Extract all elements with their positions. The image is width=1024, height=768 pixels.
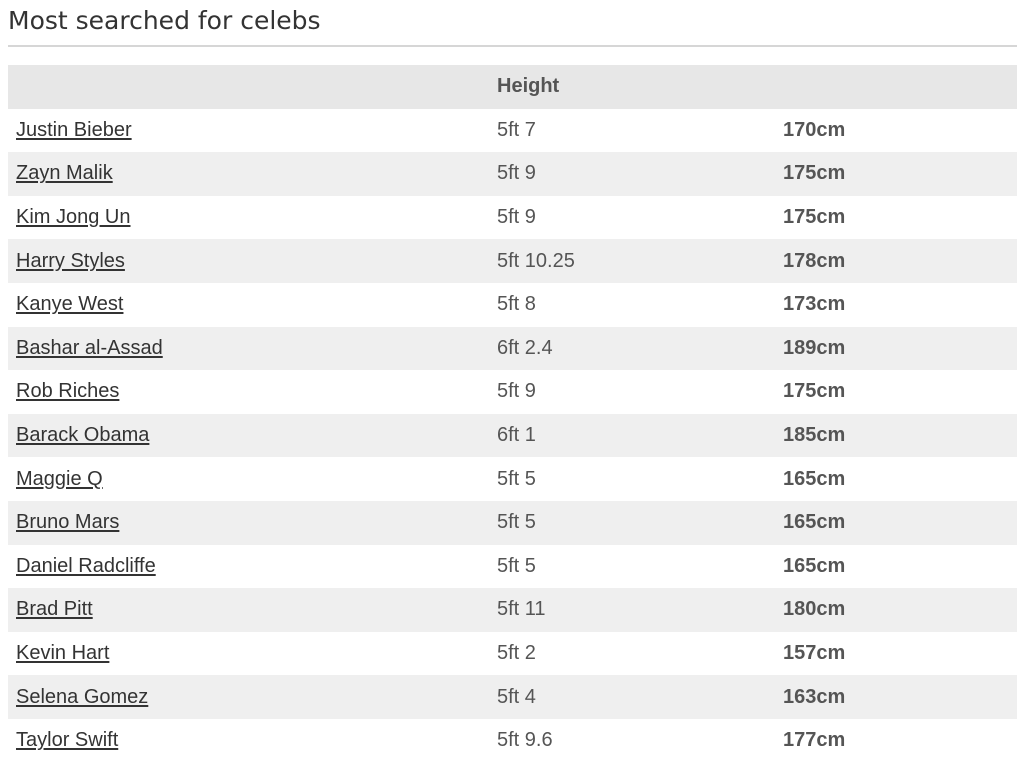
celeb-name-link[interactable]: Brad Pitt (16, 598, 93, 621)
celeb-name-link[interactable]: Kim Jong Un (16, 206, 131, 229)
title-divider (8, 45, 1017, 47)
height-imperial-cell: 5ft 9 (497, 162, 536, 185)
height-imperial-cell: 5ft 10.25 (497, 249, 575, 272)
celeb-name-link[interactable]: Kevin Hart (16, 642, 110, 665)
name-cell: Daniel Radcliffe (8, 545, 489, 589)
table-row: Bruno Mars 5ft 5 165cm (8, 500, 1017, 545)
celeb-name-link[interactable]: Harry Styles (16, 249, 125, 272)
celeb-name-link[interactable]: Kanye West (16, 293, 124, 316)
height-imperial-cell: 5ft 9.6 (497, 729, 553, 752)
height-imperial-cell: 5ft 5 (497, 554, 536, 577)
height-imperial-cell: 5ft 5 (497, 511, 536, 534)
height-metric-cell: 175cm (783, 162, 846, 185)
name-cell: Harry Styles (8, 239, 489, 283)
name-cell: Bashar al-Assad (8, 327, 489, 371)
celeb-name-link[interactable]: Zayn Malik (16, 162, 113, 185)
height-metric-cell: 157cm (783, 642, 846, 665)
name-cell: Kim Jong Un (8, 196, 489, 240)
height-imperial-cell: 6ft 2.4 (497, 336, 553, 359)
celeb-name-link[interactable]: Maggie Q (16, 467, 103, 490)
height-imperial-cell: 5ft 11 (497, 598, 546, 621)
height-imperial-cell: 5ft 8 (497, 293, 536, 316)
celeb-name-link[interactable]: Bruno Mars (16, 511, 120, 534)
height-metric-cell: 180cm (783, 598, 846, 621)
height-metric-cell: 165cm (783, 511, 846, 534)
height-metric-cell: 165cm (783, 554, 846, 577)
table-row: Barack Obama 6ft 1 185cm (8, 413, 1017, 458)
name-cell: Brad Pitt (8, 588, 489, 632)
height-metric-cell: 170cm (783, 118, 846, 141)
name-cell: Justin Bieber (8, 109, 489, 153)
height-imperial-cell: 6ft 1 (497, 424, 536, 447)
height-metric-cell: 163cm (783, 685, 846, 708)
height-imperial-cell: 5ft 9 (497, 206, 536, 229)
name-cell: Zayn Malik (8, 152, 489, 196)
name-cell: Maggie Q (8, 457, 489, 501)
celeb-name-link[interactable]: Barack Obama (16, 424, 150, 447)
page-title: Most searched for celebs (8, 6, 321, 35)
celeb-name-link[interactable]: Justin Bieber (16, 118, 132, 141)
height-imperial-cell: 5ft 2 (497, 642, 536, 665)
table-row: Justin Bieber 5ft 7 170cm (8, 108, 1017, 153)
name-cell: Bruno Mars (8, 501, 489, 545)
height-metric-cell: 175cm (783, 206, 846, 229)
name-cell: Kanye West (8, 283, 489, 327)
table-row: Maggie Q 5ft 5 165cm (8, 457, 1017, 501)
table-row: Daniel Radcliffe 5ft 5 165cm (8, 544, 1017, 589)
table-row: Zayn Malik 5ft 9 175cm (8, 152, 1017, 196)
celeb-name-link[interactable]: Bashar al-Assad (16, 336, 163, 359)
name-cell: Rob Riches (8, 370, 489, 414)
celeb-name-link[interactable]: Daniel Radcliffe (16, 554, 156, 577)
height-metric-cell: 177cm (783, 729, 846, 752)
height-imperial-cell: 5ft 4 (497, 685, 536, 708)
height-metric-cell: 165cm (783, 467, 846, 490)
name-cell: Taylor Swift (8, 719, 489, 763)
celeb-name-link[interactable]: Rob Riches (16, 380, 120, 403)
name-cell: Kevin Hart (8, 632, 489, 676)
table-row: Kevin Hart 5ft 2 157cm (8, 631, 1017, 676)
height-imperial-cell: 5ft 5 (497, 467, 536, 490)
table-row: Harry Styles 5ft 10.25 178cm (8, 239, 1017, 283)
table-row: Kim Jong Un 5ft 9 175cm (8, 195, 1017, 240)
table-row: Kanye West 5ft 8 173cm (8, 282, 1017, 327)
height-metric-cell: 189cm (783, 336, 846, 359)
name-cell: Barack Obama (8, 414, 489, 458)
height-metric-cell: 175cm (783, 380, 846, 403)
name-cell: Selena Gomez (8, 675, 489, 719)
column-header-name (8, 65, 489, 109)
height-imperial-cell: 5ft 9 (497, 380, 536, 403)
height-metric-cell: 173cm (783, 293, 846, 316)
height-imperial-cell: 5ft 7 (497, 118, 536, 141)
column-header-height: Height (497, 75, 560, 98)
table-row: Selena Gomez 5ft 4 163cm (8, 675, 1017, 719)
celeb-name-link[interactable]: Taylor Swift (16, 729, 119, 752)
table-row: Rob Riches 5ft 9 175cm (8, 370, 1017, 414)
table-row: Brad Pitt 5ft 11 180cm (8, 588, 1017, 632)
celeb-name-link[interactable]: Selena Gomez (16, 685, 149, 708)
table-header-row: Height (8, 65, 1017, 109)
celeb-height-table: Height Justin Bieber 5ft 7 170cm Zayn Ma… (8, 65, 1017, 763)
table-row: Bashar al-Assad 6ft 2.4 189cm (8, 326, 1017, 371)
table-row: Taylor Swift 5ft 9.6 177cm (8, 718, 1017, 763)
height-metric-cell: 178cm (783, 249, 846, 272)
height-metric-cell: 185cm (783, 424, 846, 447)
column-header-metric (775, 65, 1017, 109)
